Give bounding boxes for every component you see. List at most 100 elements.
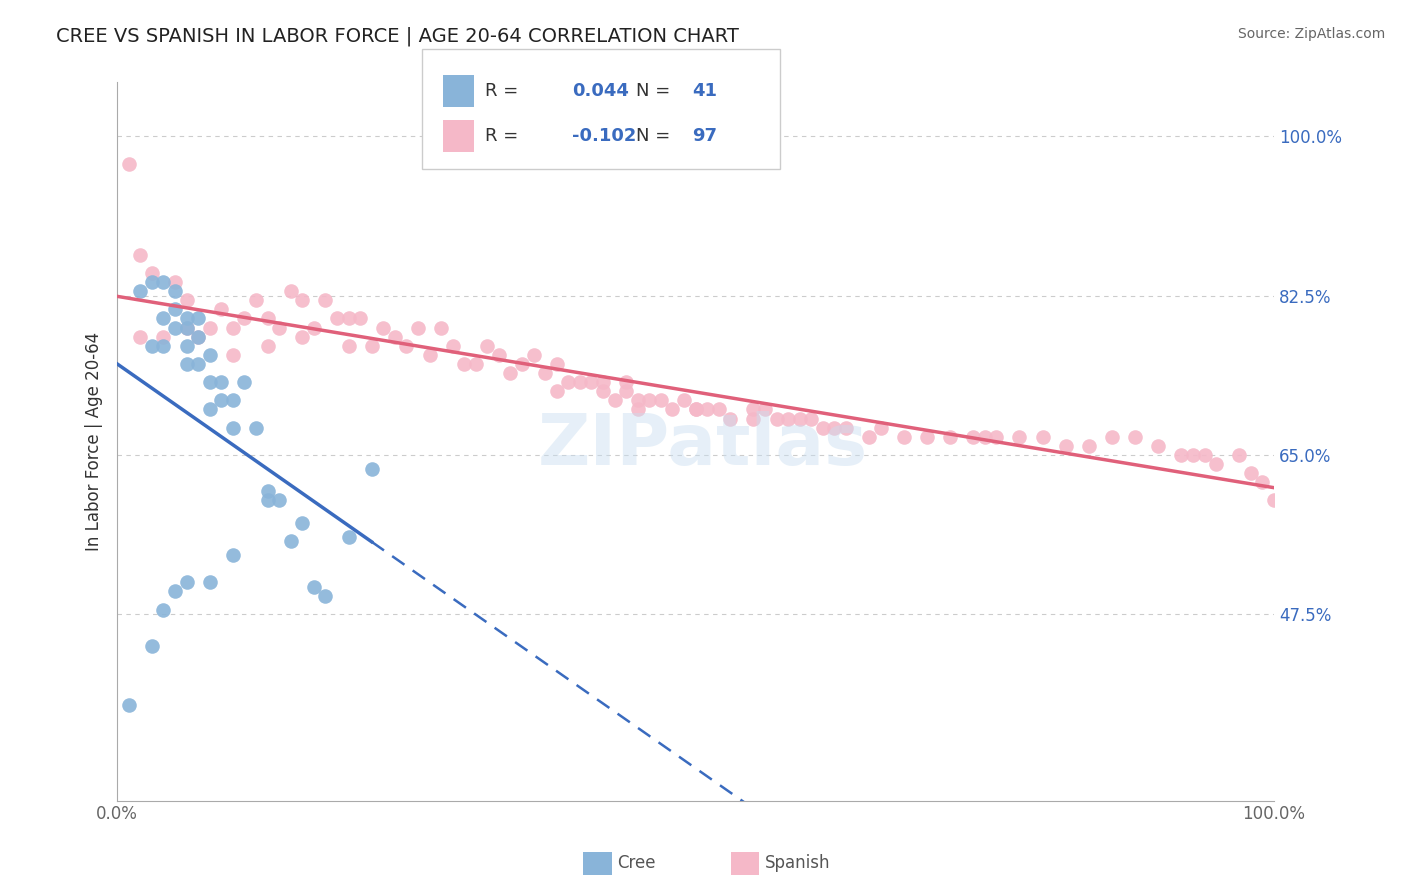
Point [326,311,349,326]
Point [209,393,232,408]
Point [198,575,221,590]
Point [269,320,291,334]
Point [800,411,823,425]
Point [430,320,453,334]
Point [222,348,245,362]
Point [360,461,382,475]
Point [176,293,198,308]
Point [962,430,984,444]
Text: 0.044: 0.044 [572,82,628,100]
Point [337,311,360,326]
Point [464,357,486,371]
Point [141,275,163,289]
Point [1147,439,1170,453]
Point [141,339,163,353]
Point [176,575,198,590]
Point [1054,439,1077,453]
Point [685,402,707,417]
Point [441,339,464,353]
Point [592,375,614,389]
Point [1251,475,1274,490]
Point [337,530,360,544]
Point [280,284,302,298]
Point [685,402,707,417]
Point [187,329,209,343]
Point [1240,466,1263,480]
Point [269,493,291,508]
Point [176,320,198,334]
Text: N =: N = [636,82,675,100]
Point [129,248,152,262]
Point [1205,457,1227,471]
Point [187,357,209,371]
Point [893,430,915,444]
Point [915,430,938,444]
Point [986,430,1008,444]
Text: N =: N = [636,127,675,145]
Point [209,375,232,389]
Point [314,589,336,603]
Point [557,375,579,389]
Point [1123,430,1146,444]
Point [858,430,880,444]
Point [672,393,695,408]
Point [129,284,152,298]
Point [742,402,765,417]
Point [778,411,800,425]
Point [1077,439,1099,453]
Point [222,548,245,562]
Point [789,411,811,425]
Point [337,339,360,353]
Text: R =: R = [485,82,524,100]
Point [395,339,418,353]
Point [163,275,186,289]
Point [546,357,568,371]
Text: ZIPatlas: ZIPatlas [538,411,868,481]
Point [939,430,962,444]
Point [163,584,186,599]
Point [765,411,787,425]
Text: Cree: Cree [617,855,655,872]
Point [811,420,834,434]
Point [152,602,174,616]
Point [707,402,730,417]
Point [523,348,546,362]
Point [823,420,845,434]
Point [187,329,209,343]
Point [1263,493,1285,508]
Point [176,311,198,326]
Point [638,393,661,408]
Point [869,420,891,434]
Point [488,348,510,362]
Point [291,516,314,530]
Point [302,580,325,594]
Point [614,375,637,389]
Point [534,366,557,380]
Point [696,402,718,417]
Point [141,266,163,280]
Point [973,430,995,444]
Point [152,329,174,343]
Point [418,348,440,362]
Point [592,384,614,399]
Point [614,384,637,399]
Point [1032,430,1054,444]
Point [198,320,221,334]
Point [453,357,475,371]
Text: 41: 41 [692,82,717,100]
Point [209,302,232,317]
Point [233,311,256,326]
Y-axis label: In Labor Force | Age 20-64: In Labor Force | Age 20-64 [86,332,103,551]
Text: R =: R = [485,127,524,145]
Point [373,320,395,334]
Text: Spanish: Spanish [765,855,831,872]
Point [291,329,314,343]
Point [245,420,267,434]
Point [222,420,245,434]
Point [360,339,382,353]
Point [1194,448,1216,462]
Point [222,320,245,334]
Point [118,698,141,712]
Point [222,393,245,408]
Point [477,339,499,353]
